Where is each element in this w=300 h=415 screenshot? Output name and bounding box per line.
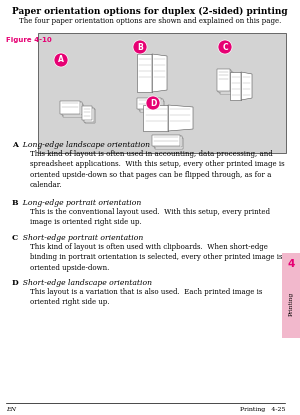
Bar [85,109,95,123]
Bar [154,136,182,147]
Text: The four paper orientation options are shown and explained on this page.: The four paper orientation options are s… [19,17,281,25]
Text: Printing: Printing [289,291,293,315]
Text: This is the conventional layout used.  With this setup, every printed
image is o: This is the conventional layout used. Wi… [30,208,270,227]
Text: B: B [137,42,143,51]
Text: B: B [12,199,19,207]
Bar [83,107,94,122]
Bar [282,253,300,338]
Circle shape [218,40,232,54]
Bar [137,98,161,108]
Polygon shape [152,54,167,92]
Text: C: C [222,42,228,51]
Text: 4: 4 [287,259,295,269]
Bar [61,102,82,115]
Circle shape [146,96,160,110]
Text: Figure 4-10: Figure 4-10 [6,37,52,43]
Text: Printing   4-25: Printing 4-25 [239,407,285,412]
Polygon shape [137,54,152,92]
Bar [63,103,83,117]
Bar [139,99,163,110]
Text: C: C [12,234,18,242]
Circle shape [133,40,147,54]
Text: Short-edge portrait orientation: Short-edge portrait orientation [18,234,143,242]
Bar [152,134,180,146]
Bar [220,72,232,94]
Polygon shape [241,72,252,100]
Polygon shape [143,105,168,131]
Bar [217,69,230,91]
Bar [60,100,80,113]
Bar [155,137,183,149]
Polygon shape [230,72,241,100]
Text: This kind of layout is often used in accounting, data processing, and
spreadshee: This kind of layout is often used in acc… [30,150,285,189]
Text: A: A [58,56,64,64]
Bar [218,71,231,93]
Text: Short-edge landscape orientation: Short-edge landscape orientation [18,279,152,287]
Text: This kind of layout is often used with clipboards.  When short-edge
binding in p: This kind of layout is often used with c… [30,243,283,272]
Text: Paper orientation options for duplex (2-sided) printing: Paper orientation options for duplex (2-… [12,7,288,16]
Text: This layout is a variation that is also used.  Each printed image is
oriented ri: This layout is a variation that is also … [30,288,262,306]
Circle shape [54,53,68,67]
Text: Long-edge portrait orientation: Long-edge portrait orientation [18,199,141,207]
Bar [38,33,286,153]
Text: Long-edge landscape orientation: Long-edge landscape orientation [18,141,150,149]
Text: D: D [150,98,156,107]
Text: D: D [12,279,19,287]
Bar [140,100,164,112]
Text: A: A [12,141,18,149]
Text: EN: EN [6,407,16,412]
Polygon shape [168,105,193,131]
Bar [82,106,92,120]
